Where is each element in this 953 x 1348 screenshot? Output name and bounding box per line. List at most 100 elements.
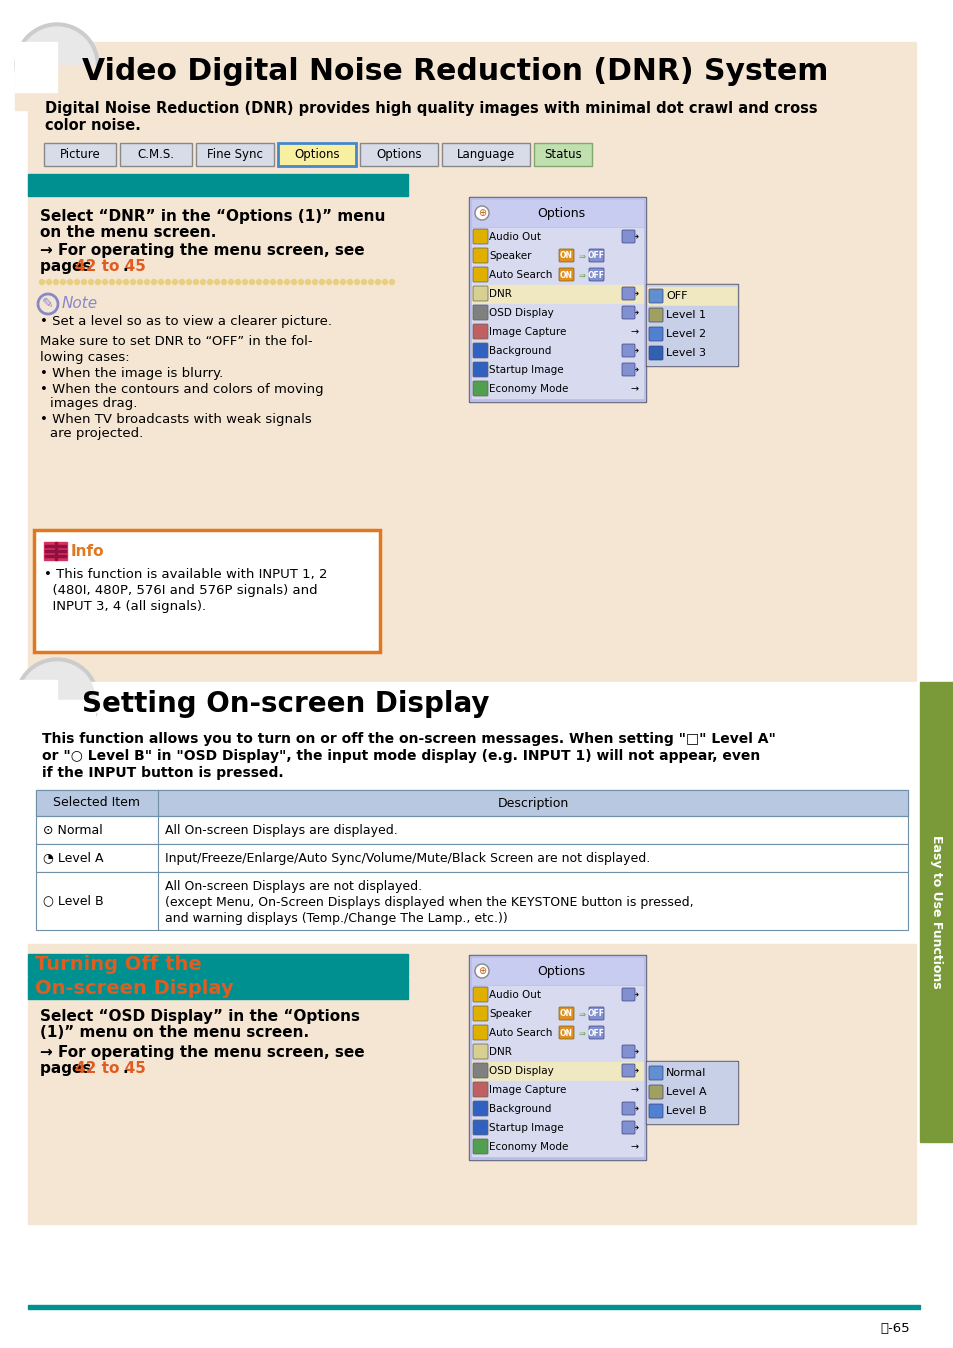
Text: Easy to Use Functions: Easy to Use Functions (929, 836, 943, 989)
FancyBboxPatch shape (120, 143, 192, 166)
Bar (472, 1006, 642, 1023)
FancyBboxPatch shape (648, 288, 662, 303)
Text: Level B: Level B (665, 1105, 706, 1116)
Text: ON: ON (558, 1010, 572, 1019)
Text: Input/Freeze/Enlarge/Auto Sync/Volume/Mute/Black Screen are not displayed.: Input/Freeze/Enlarge/Auto Sync/Volume/Mu… (165, 852, 650, 865)
FancyBboxPatch shape (648, 1066, 662, 1080)
Bar (472, 284, 642, 303)
Bar (645, 284, 738, 367)
FancyBboxPatch shape (621, 1122, 635, 1134)
Bar (44, 542, 55, 559)
FancyBboxPatch shape (44, 143, 116, 166)
Bar (472, 1119, 642, 1136)
Text: OFF: OFF (587, 1029, 604, 1038)
FancyBboxPatch shape (534, 143, 592, 166)
Text: OFF: OFF (587, 1010, 604, 1019)
Bar (647, 1064, 735, 1082)
Text: • This function is available with INPUT 1, 2: • This function is available with INPUT … (44, 568, 327, 581)
Text: (1)” menu on the menu screen.: (1)” menu on the menu screen. (40, 1024, 309, 1041)
Circle shape (19, 662, 95, 737)
Text: Make sure to set DNR to “OFF” in the fol-: Make sure to set DNR to “OFF” in the fol… (40, 336, 313, 348)
Circle shape (53, 279, 58, 284)
Bar (56, 542, 67, 559)
Bar (472, 247, 642, 266)
Text: images drag.: images drag. (50, 398, 137, 410)
Circle shape (39, 279, 45, 284)
Circle shape (165, 279, 171, 284)
Text: ⊕: ⊕ (477, 967, 485, 976)
Circle shape (60, 279, 66, 284)
Bar (645, 1061, 738, 1124)
FancyBboxPatch shape (473, 1082, 488, 1097)
Text: Auto Search: Auto Search (489, 1029, 552, 1038)
Bar (45, 550, 54, 551)
Text: ON: ON (558, 1029, 572, 1038)
Text: Status: Status (543, 148, 581, 160)
Bar (472, 1024, 642, 1042)
Text: Audio Out: Audio Out (489, 232, 540, 243)
Circle shape (375, 279, 380, 284)
Text: →: → (630, 989, 639, 1000)
Bar (472, 361, 642, 379)
Bar (15, 700, 95, 749)
Circle shape (235, 279, 240, 284)
Text: →: → (630, 307, 639, 318)
Bar (472, 1081, 642, 1099)
Text: 42 to 45: 42 to 45 (75, 259, 146, 274)
Text: →: → (630, 1142, 639, 1153)
Circle shape (292, 279, 296, 284)
Circle shape (347, 279, 352, 284)
Text: Normal: Normal (665, 1068, 705, 1078)
Text: ⇒: ⇒ (578, 252, 585, 260)
Circle shape (110, 279, 114, 284)
Text: All On-screen Displays are not displayed.: All On-screen Displays are not displayed… (165, 880, 421, 892)
Circle shape (116, 279, 121, 284)
FancyBboxPatch shape (473, 1139, 488, 1154)
FancyBboxPatch shape (34, 530, 379, 652)
Text: • Set a level so as to view a clearer picture.: • Set a level so as to view a clearer pi… (40, 315, 332, 328)
Text: →: → (630, 232, 639, 243)
Bar (472, 228, 642, 245)
Bar (470, 956, 644, 1159)
Circle shape (15, 23, 99, 106)
Circle shape (179, 279, 184, 284)
Text: →: → (630, 346, 639, 356)
Bar (28, 977, 408, 999)
FancyBboxPatch shape (621, 231, 635, 243)
FancyBboxPatch shape (648, 1085, 662, 1099)
Text: on the menu screen.: on the menu screen. (40, 225, 216, 240)
FancyBboxPatch shape (621, 306, 635, 319)
Bar (36, 790, 907, 816)
Text: • When TV broadcasts with weak signals: • When TV broadcasts with weak signals (40, 412, 312, 426)
Text: Video Digital Noise Reduction (DNR) System: Video Digital Noise Reduction (DNR) Syst… (82, 58, 827, 86)
FancyBboxPatch shape (473, 1043, 488, 1060)
Text: • When the image is blurry.: • When the image is blurry. (40, 367, 223, 380)
Circle shape (19, 27, 95, 102)
Text: Options: Options (537, 965, 584, 977)
Circle shape (277, 279, 282, 284)
Bar (472, 200, 642, 226)
Text: →: → (630, 1123, 639, 1134)
Text: Setting On-screen Display: Setting On-screen Display (82, 690, 489, 718)
Circle shape (137, 279, 142, 284)
Text: Select “OSD Display” in the “Options: Select “OSD Display” in the “Options (40, 1010, 359, 1024)
FancyBboxPatch shape (621, 1045, 635, 1058)
Bar (470, 198, 644, 400)
FancyBboxPatch shape (195, 143, 274, 166)
Text: Image Capture: Image Capture (489, 328, 566, 337)
FancyBboxPatch shape (558, 249, 574, 262)
Bar (472, 1062, 642, 1080)
Text: ON: ON (558, 271, 572, 279)
Circle shape (95, 279, 100, 284)
Text: Info: Info (71, 543, 105, 558)
Text: →: → (630, 328, 639, 337)
Text: Auto Search: Auto Search (489, 270, 552, 280)
FancyBboxPatch shape (473, 1101, 488, 1116)
Bar (472, 958, 642, 984)
Text: • When the contours and colors of moving: • When the contours and colors of moving (40, 383, 323, 396)
Text: 42 to 45: 42 to 45 (75, 1061, 146, 1076)
Bar (57, 550, 66, 551)
Circle shape (313, 279, 317, 284)
Bar (472, 1100, 642, 1117)
Circle shape (81, 279, 87, 284)
